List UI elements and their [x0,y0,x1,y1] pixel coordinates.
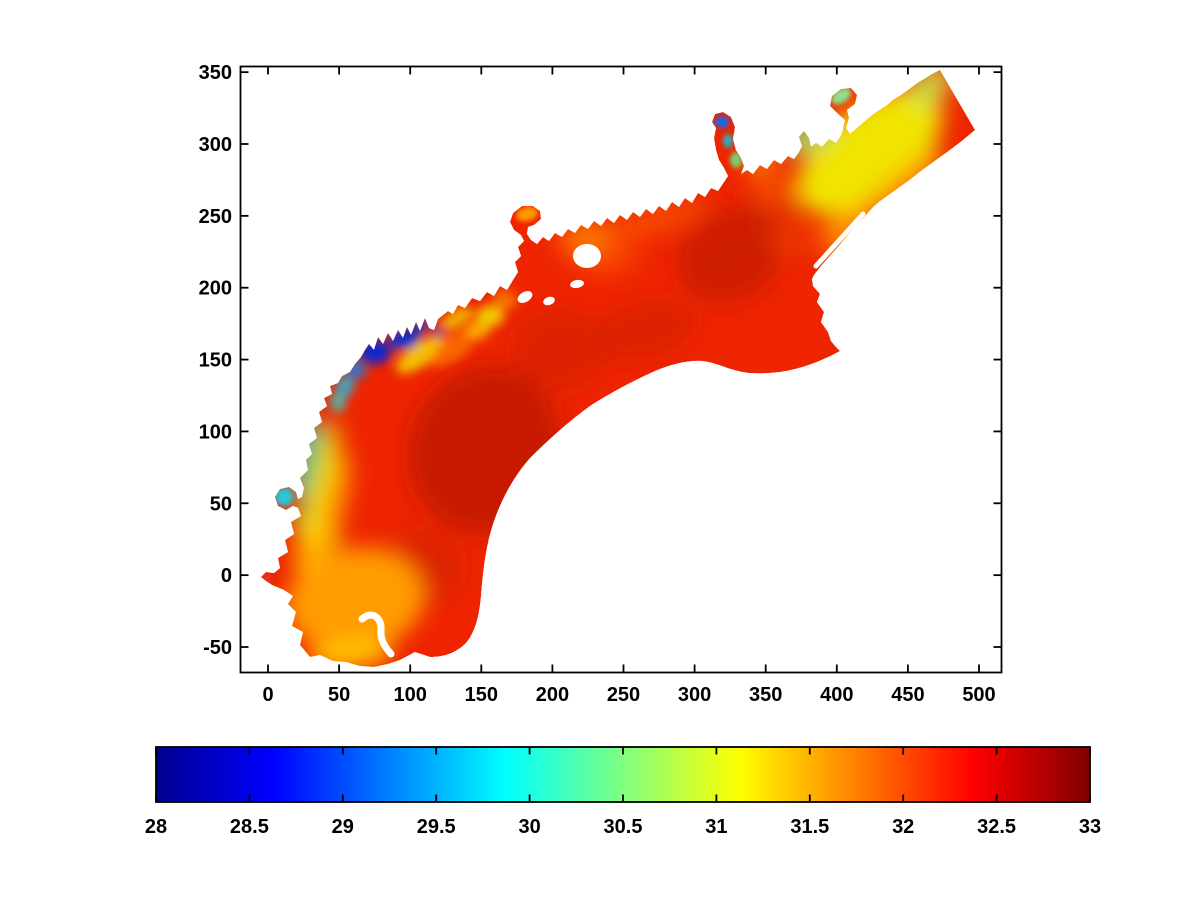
x-tick-label: 250 [607,684,640,706]
colorbar-tick-label: 31 [705,816,727,838]
field-patch [797,88,943,216]
field-patch [723,134,733,148]
y-tick-label: 50 [210,493,232,515]
y-tick-label: 0 [221,565,232,587]
field-patch [766,218,814,258]
colorbar: 28 28.5 29 29.5 30 30.5 31 31.5 32 32.5 33 [145,746,1101,838]
field-patch [304,419,340,537]
colorbar-tick-label: 28 [145,816,167,838]
field-patch [476,305,504,327]
y-tick-label: 250 [199,206,232,228]
x-axis-ticks: 0 50 100 150 200 250 300 350 400 450 500 [262,66,996,706]
colorbar-tick-label: 32.5 [977,816,1016,838]
x-tick-label: 450 [891,684,924,706]
field-patch [336,376,354,396]
field-patch [285,547,425,653]
y-tick-label: 300 [199,134,232,156]
y-axis-ticks: -50 0 50 100 150 200 250 300 350 [199,62,1002,659]
x-tick-label: 400 [820,684,853,706]
x-tick-label: 150 [465,684,498,706]
colorbar-tick-label: 28.5 [230,816,269,838]
island-hole [517,291,533,303]
colorbar-gradient [155,746,1091,803]
sand-hook [358,611,395,658]
field-patch [493,290,517,310]
island-hole [573,244,601,268]
lagoon-slot [813,211,866,269]
y-tick-label: 200 [199,278,232,300]
field-patch [440,306,474,330]
x-tick-label: 200 [536,684,569,706]
field-patch [677,207,783,303]
field-patch [309,451,351,559]
x-tick-label: 50 [328,684,350,706]
field-patch [330,392,346,412]
field-patch [512,310,608,390]
colorbar-tick-label: 29.5 [417,816,456,838]
y-tick-label: 100 [199,421,232,443]
field-patch [516,206,538,222]
field-patch [300,417,324,507]
axes-box [239,65,1003,674]
field-patch [594,299,696,361]
field-patch [403,327,419,349]
colorbar-tick-label: 32 [892,816,914,838]
colorbar-tick-label: 29 [332,816,354,838]
x-tick-label: 300 [678,684,711,706]
y-tick-label: 150 [199,350,232,372]
colorbar-tick-label: 31.5 [790,816,829,838]
field-patch [433,327,443,337]
y-tick-label: -50 [203,637,232,659]
x-tick-label: 100 [394,684,427,706]
field-patch [396,336,444,374]
field-patch [427,328,477,368]
colorbar-tick-label: 30.5 [604,816,643,838]
plot-axes: 0 50 100 150 200 250 300 350 400 450 500 -50 0 50 100… [199,62,1003,706]
field-patch [275,488,293,506]
x-tick-label: 350 [749,684,782,706]
x-tick-label: 500 [962,684,995,706]
y-tick-label: 350 [199,62,232,84]
field-patch [730,152,742,168]
field-patch [753,174,797,210]
colorbar-tick-label: 33 [1079,816,1101,838]
island-hole [570,279,584,289]
x-tick-label: 0 [262,684,273,706]
land-features [358,211,866,658]
island-hole [543,296,555,306]
field-patch [715,116,729,128]
colorbar-ticks: 28 28.5 29 29.5 30 30.5 31 31.5 32 32.5 33 [145,747,1101,838]
colorbar-tick-label: 30 [518,816,540,838]
